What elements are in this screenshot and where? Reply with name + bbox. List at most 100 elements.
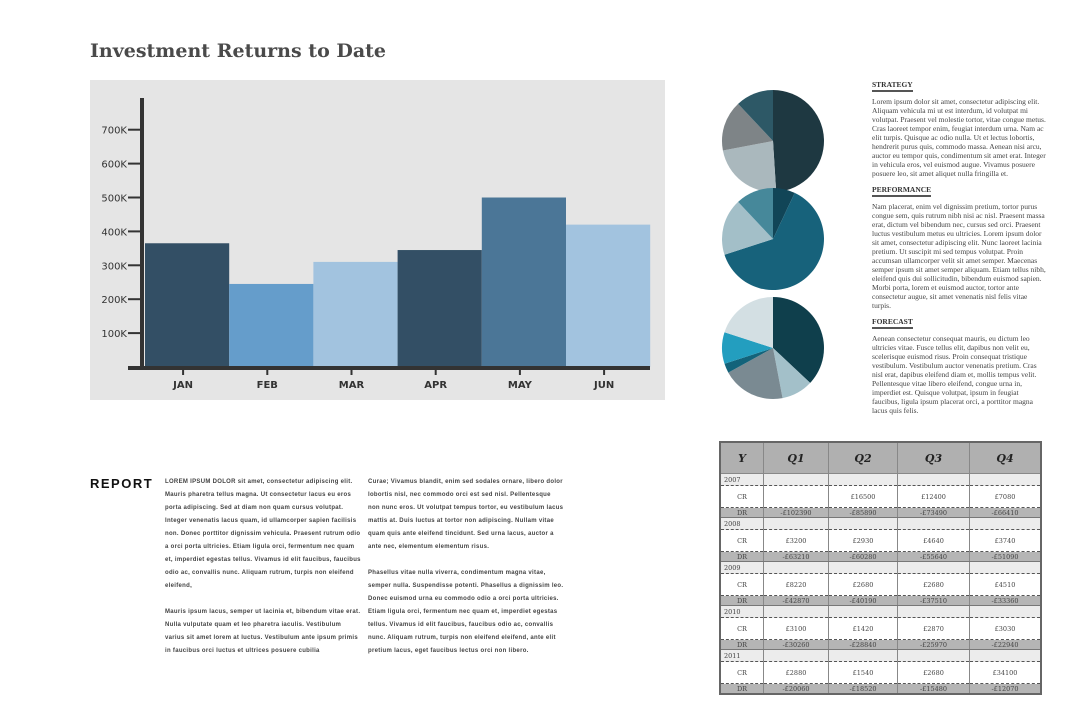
y-tick-label: 200K xyxy=(101,295,127,306)
x-tick-label: JUN xyxy=(593,380,614,391)
pie-chart-performance xyxy=(722,188,824,290)
cell: -£20060 xyxy=(763,683,829,695)
x-tick-label: MAR xyxy=(339,380,365,391)
cell: -£63210 xyxy=(763,551,829,562)
cell: £2680 xyxy=(897,573,970,596)
credit-row: CR £2880 £1540 £2680 £34100 xyxy=(719,661,1042,684)
year-label: 2008 xyxy=(719,517,764,530)
pie-slice xyxy=(728,348,783,399)
strategy-section: STRATEGY Lorem ipsum dolor sit amet, con… xyxy=(872,80,1046,178)
report-column-1: LOREM IPSUM DOLOR sit amet, consectetur … xyxy=(165,476,361,671)
y-tick-label: 300K xyxy=(101,261,127,272)
year-row: 2008 xyxy=(719,517,1042,530)
cell: -£33360 xyxy=(969,595,1042,606)
performance-section: PERFORMANCE Nam placerat, enim vel digni… xyxy=(872,185,1046,310)
bar-mar xyxy=(313,261,398,367)
cell: -£25970 xyxy=(897,639,970,650)
pie-slice xyxy=(773,188,795,239)
y-tick-label: 500K xyxy=(101,194,127,205)
cell: £1540 xyxy=(828,661,898,684)
cell: -£30260 xyxy=(763,639,829,650)
cell: £2870 xyxy=(897,617,970,640)
year-label: 2010 xyxy=(719,605,764,618)
report-paragraph: Curae; Vivamus blandit, enim sed sodales… xyxy=(368,479,564,550)
forecast-section: FORECAST Aenean consectetur consequat ma… xyxy=(872,317,1046,415)
pie-chart-forecast xyxy=(722,297,824,399)
column-header: Q2 xyxy=(828,441,898,474)
cell: £3200 xyxy=(763,529,829,552)
section-heading: PERFORMANCE xyxy=(872,185,932,197)
cell: -£15480 xyxy=(897,683,970,695)
report-paragraph: Phasellus vitae nulla viverra, condiment… xyxy=(368,570,564,654)
cell: £2680 xyxy=(897,661,970,684)
y-tick-label: 700K xyxy=(101,126,127,137)
year-label: 2007 xyxy=(719,473,764,486)
debit-row: DR -£102390 -£85890 -£73490 -£66410 xyxy=(719,507,1042,518)
cell: -£12070 xyxy=(969,683,1042,695)
pie-slice xyxy=(773,90,824,192)
cell: -£28840 xyxy=(828,639,898,650)
cell: £3740 xyxy=(969,529,1042,552)
year-row: 2009 xyxy=(719,561,1042,574)
dr-label: DR xyxy=(719,595,764,606)
y-tick-label: 400K xyxy=(101,227,127,238)
debit-row: DR -£42870 -£40190 -£37510 -£33360 xyxy=(719,595,1042,606)
cell: -£42870 xyxy=(763,595,829,606)
cr-label: CR xyxy=(719,573,764,596)
debit-row: DR -£63210 -£60280 -£55640 -£51090 xyxy=(719,551,1042,562)
cr-label: CR xyxy=(719,617,764,640)
year-row: 2007 xyxy=(719,473,1042,486)
year-label: 2009 xyxy=(719,561,764,574)
cell: £16500 xyxy=(828,485,898,508)
cell: £3030 xyxy=(969,617,1042,640)
debit-row: DR -£30260 -£28840 -£25970 -£22940 xyxy=(719,639,1042,650)
column-header: Q1 xyxy=(763,441,829,474)
cell: £1420 xyxy=(828,617,898,640)
x-tick-label: JAN xyxy=(172,380,193,391)
cr-label: CR xyxy=(719,485,764,508)
y-tick-label: 100K xyxy=(101,329,127,340)
pie-slice xyxy=(724,348,773,373)
side-sections: STRATEGY Lorem ipsum dolor sit amet, con… xyxy=(872,80,1046,422)
pie-chart-strategy xyxy=(722,90,824,192)
section-text: Lorem ipsum dolor sit amet, consectetur … xyxy=(872,97,1046,178)
year-label: 2011 xyxy=(719,649,764,662)
pie-slice xyxy=(722,201,773,255)
pie-slice xyxy=(773,297,824,383)
debit-row: DR -£20060 -£18520 -£15480 -£12070 xyxy=(719,683,1042,695)
column-header: Q4 xyxy=(969,441,1042,474)
x-tick-label: APR xyxy=(424,380,447,391)
section-heading: STRATEGY xyxy=(872,80,913,92)
pie-slice xyxy=(722,141,777,192)
cell: £8220 xyxy=(763,573,829,596)
dr-label: DR xyxy=(719,683,764,695)
bar-jun xyxy=(566,224,651,367)
bar-may xyxy=(481,197,566,367)
pie-slice xyxy=(724,297,773,348)
cr-label: CR xyxy=(719,529,764,552)
cell: £2880 xyxy=(763,661,829,684)
table-header-row: Y Q1 Q2 Q3 Q4 xyxy=(719,441,1042,474)
section-text: Nam placerat, enim vel dignissim pretium… xyxy=(872,202,1046,310)
bar-feb xyxy=(229,283,314,367)
year-row: 2010 xyxy=(719,605,1042,618)
cell: £4640 xyxy=(897,529,970,552)
cell: -£85890 xyxy=(828,507,898,518)
credit-row: CR £3200 £2930 £4640 £3740 xyxy=(719,529,1042,552)
cell xyxy=(763,485,829,508)
cell: -£66410 xyxy=(969,507,1042,518)
cell: -£55640 xyxy=(897,551,970,562)
bar-apr xyxy=(397,250,482,367)
section-text: Aenean consectetur consequat mauris, eu … xyxy=(872,334,1037,415)
report-paragraph: LOREM IPSUM DOLOR sit amet, consectetur … xyxy=(165,479,361,589)
dr-label: DR xyxy=(719,551,764,562)
cell: -£51090 xyxy=(969,551,1042,562)
cell: £3100 xyxy=(763,617,829,640)
dr-label: DR xyxy=(719,507,764,518)
pie-slice xyxy=(738,188,773,239)
cell: £2930 xyxy=(828,529,898,552)
year-row: 2011 xyxy=(719,649,1042,662)
column-header: Q3 xyxy=(897,441,970,474)
cell: £12400 xyxy=(897,485,970,508)
credit-row: CR £3100 £1420 £2870 £3030 xyxy=(719,617,1042,640)
